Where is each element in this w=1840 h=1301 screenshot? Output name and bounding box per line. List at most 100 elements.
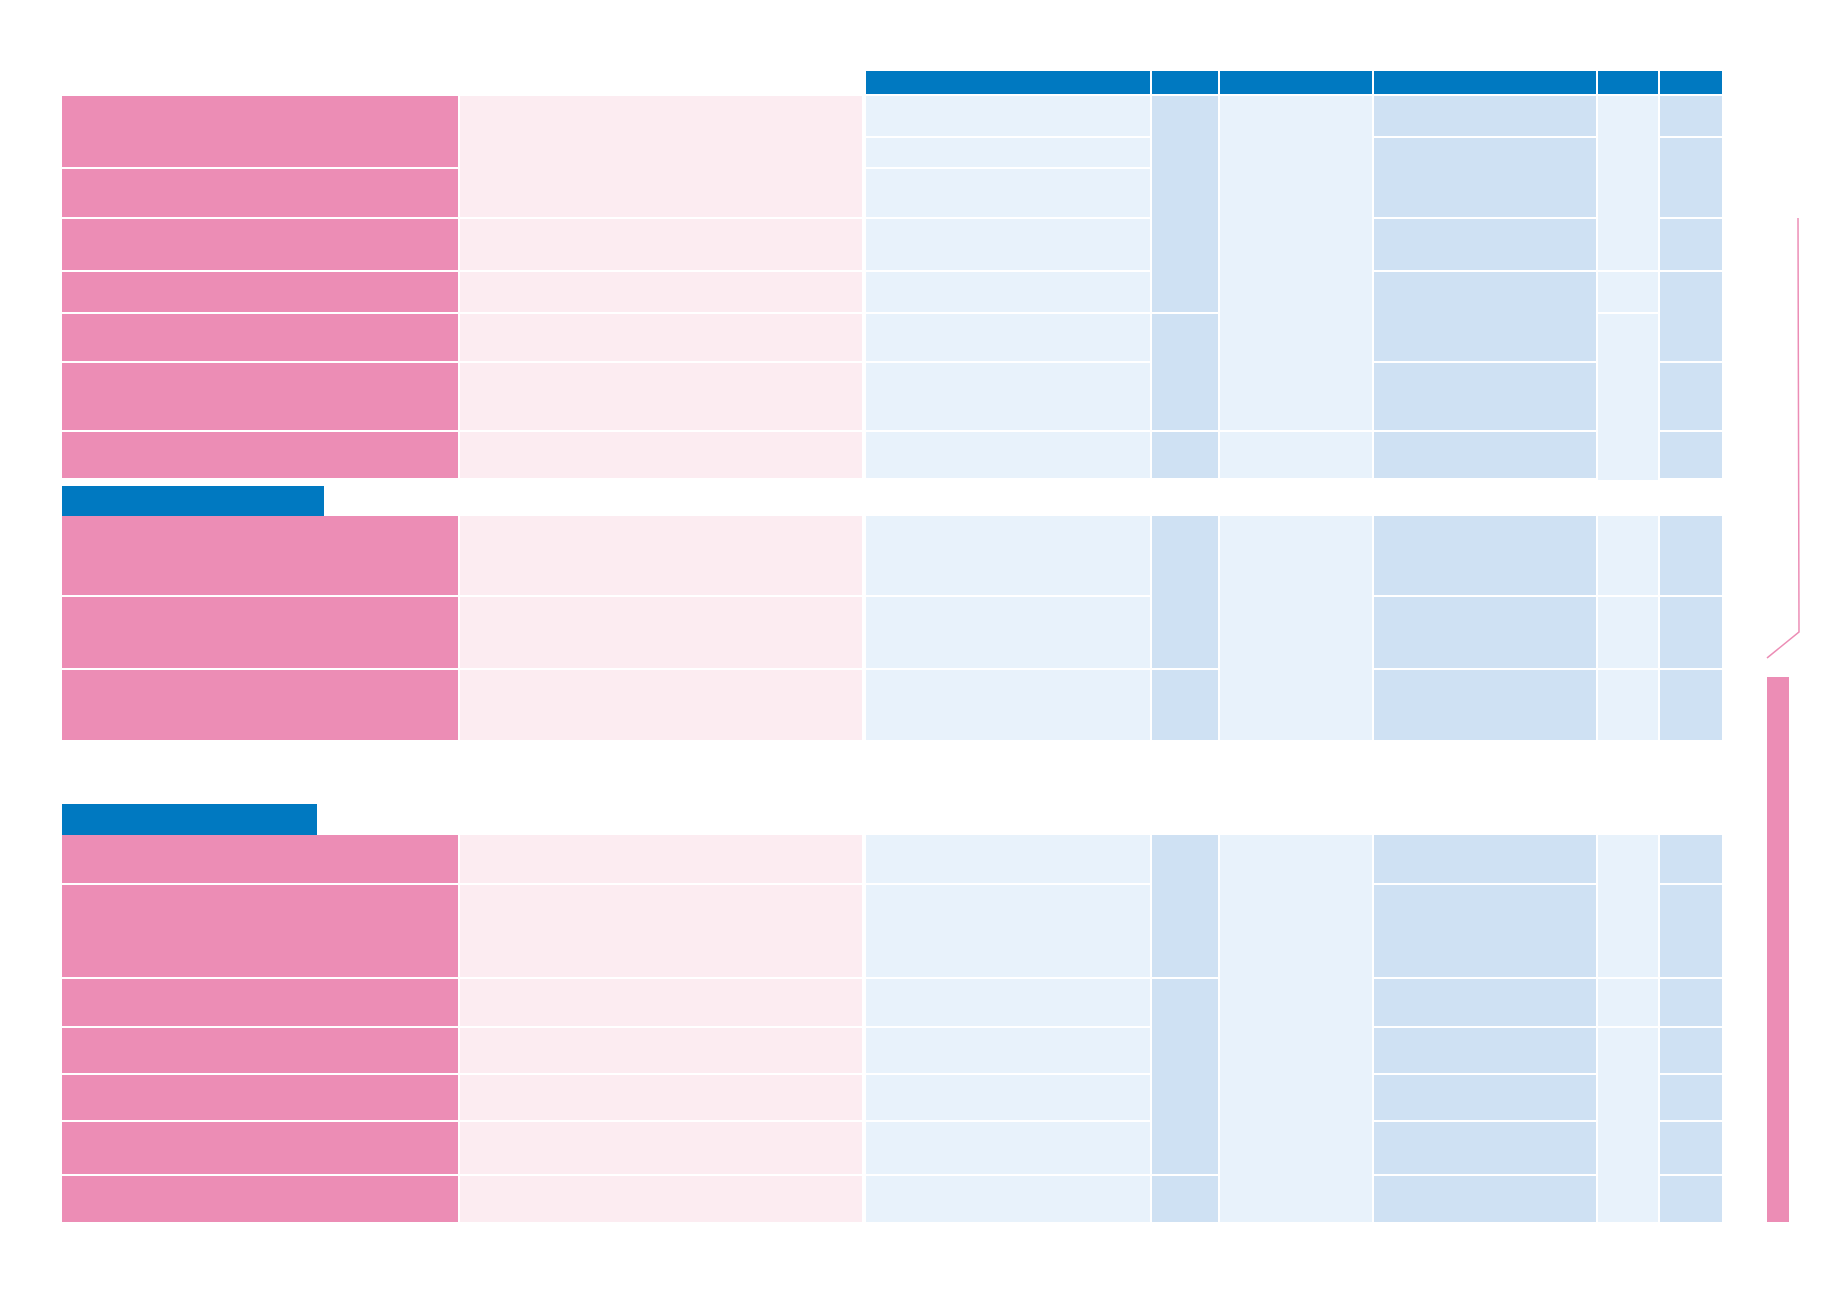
data-cell bbox=[1598, 835, 1658, 977]
row-label-cell bbox=[62, 835, 458, 883]
data-cell bbox=[866, 314, 1150, 361]
data-cell bbox=[1374, 597, 1596, 668]
data-cell bbox=[866, 169, 1150, 217]
data-cell bbox=[1598, 96, 1658, 270]
data-cell bbox=[1374, 1075, 1596, 1120]
data-cell bbox=[1374, 885, 1596, 977]
data-cell bbox=[1660, 138, 1722, 217]
data-cell bbox=[866, 1122, 1150, 1174]
data-cell bbox=[866, 219, 1150, 270]
data-cell bbox=[1660, 885, 1722, 977]
row-label-cell bbox=[62, 1028, 458, 1073]
data-cell bbox=[866, 979, 1150, 1026]
data-cell bbox=[1598, 516, 1658, 595]
data-cell bbox=[1660, 979, 1722, 1026]
data-cell bbox=[1374, 1176, 1596, 1222]
data-cell bbox=[1660, 670, 1722, 740]
row-description-cell bbox=[460, 885, 862, 977]
row-label-cell bbox=[62, 979, 458, 1026]
row-label-cell bbox=[62, 169, 458, 217]
data-cell bbox=[866, 1028, 1150, 1073]
column-header-6 bbox=[1660, 71, 1722, 94]
row-description-cell bbox=[460, 363, 862, 430]
data-cell bbox=[1660, 1122, 1722, 1174]
data-cell bbox=[866, 96, 1150, 136]
data-cell bbox=[866, 272, 1150, 312]
data-cell bbox=[1152, 1176, 1218, 1222]
row-label-cell bbox=[62, 96, 458, 167]
row-label-cell bbox=[62, 1176, 458, 1222]
data-cell bbox=[1152, 979, 1218, 1174]
data-cell bbox=[1374, 363, 1596, 430]
row-description-cell bbox=[460, 1075, 862, 1120]
data-cell bbox=[1660, 835, 1722, 883]
data-cell bbox=[866, 432, 1150, 478]
data-cell bbox=[1152, 516, 1218, 668]
data-cell bbox=[1598, 272, 1658, 312]
row-label-cell bbox=[62, 1075, 458, 1120]
data-cell bbox=[1220, 516, 1372, 740]
data-cell bbox=[866, 516, 1150, 595]
row-description-cell bbox=[460, 516, 862, 595]
data-cell bbox=[1374, 670, 1596, 740]
data-cell bbox=[866, 363, 1150, 430]
row-label-cell bbox=[62, 219, 458, 270]
data-cell bbox=[866, 138, 1150, 167]
data-cell bbox=[1374, 272, 1596, 361]
row-description-cell bbox=[460, 96, 862, 217]
data-cell bbox=[1660, 432, 1722, 478]
row-description-cell bbox=[460, 219, 862, 270]
data-cell bbox=[1220, 432, 1372, 478]
row-description-cell bbox=[460, 979, 862, 1026]
data-cell bbox=[866, 670, 1150, 740]
data-cell bbox=[1660, 96, 1722, 136]
data-cell bbox=[1660, 1176, 1722, 1222]
data-cell bbox=[866, 885, 1150, 977]
data-cell bbox=[1660, 1028, 1722, 1073]
row-label-cell bbox=[62, 272, 458, 312]
section-header bbox=[62, 804, 317, 835]
row-label-cell bbox=[62, 516, 458, 595]
row-description-cell bbox=[460, 835, 862, 883]
data-cell bbox=[1374, 516, 1596, 595]
data-cell bbox=[1374, 432, 1596, 478]
data-cell bbox=[1220, 96, 1372, 430]
column-header-1 bbox=[866, 71, 1150, 94]
data-cell bbox=[1598, 1028, 1658, 1222]
row-label-cell bbox=[62, 363, 458, 430]
data-cell bbox=[866, 1075, 1150, 1120]
row-description-cell bbox=[460, 1176, 862, 1222]
row-description-cell bbox=[460, 272, 862, 312]
row-description-cell bbox=[460, 432, 862, 478]
data-cell bbox=[1374, 1122, 1596, 1174]
row-label-cell bbox=[62, 885, 458, 977]
row-label-cell bbox=[62, 432, 458, 478]
data-cell bbox=[1374, 138, 1596, 217]
data-cell bbox=[1152, 96, 1218, 312]
data-cell bbox=[1374, 979, 1596, 1026]
data-cell bbox=[866, 1176, 1150, 1222]
data-cell bbox=[1152, 670, 1218, 740]
row-label-cell bbox=[62, 1122, 458, 1174]
data-cell bbox=[1660, 272, 1722, 361]
data-cell bbox=[1152, 314, 1218, 430]
data-cell bbox=[1660, 597, 1722, 668]
column-header-3 bbox=[1220, 71, 1372, 94]
data-cell bbox=[1660, 363, 1722, 430]
column-header-5 bbox=[1598, 71, 1658, 94]
data-cell bbox=[1660, 219, 1722, 270]
section-header bbox=[62, 486, 324, 516]
data-cell bbox=[1374, 96, 1596, 136]
data-cell bbox=[1598, 979, 1658, 1026]
data-cell bbox=[1220, 835, 1372, 1222]
data-cell bbox=[1152, 835, 1218, 977]
data-cell bbox=[1152, 432, 1218, 478]
row-description-cell bbox=[460, 1028, 862, 1073]
row-description-cell bbox=[460, 597, 862, 668]
data-cell bbox=[1598, 597, 1658, 668]
column-header-4 bbox=[1374, 71, 1596, 94]
side-tab-bar bbox=[1767, 677, 1789, 1222]
column-header-2 bbox=[1152, 71, 1218, 94]
row-label-cell bbox=[62, 670, 458, 740]
